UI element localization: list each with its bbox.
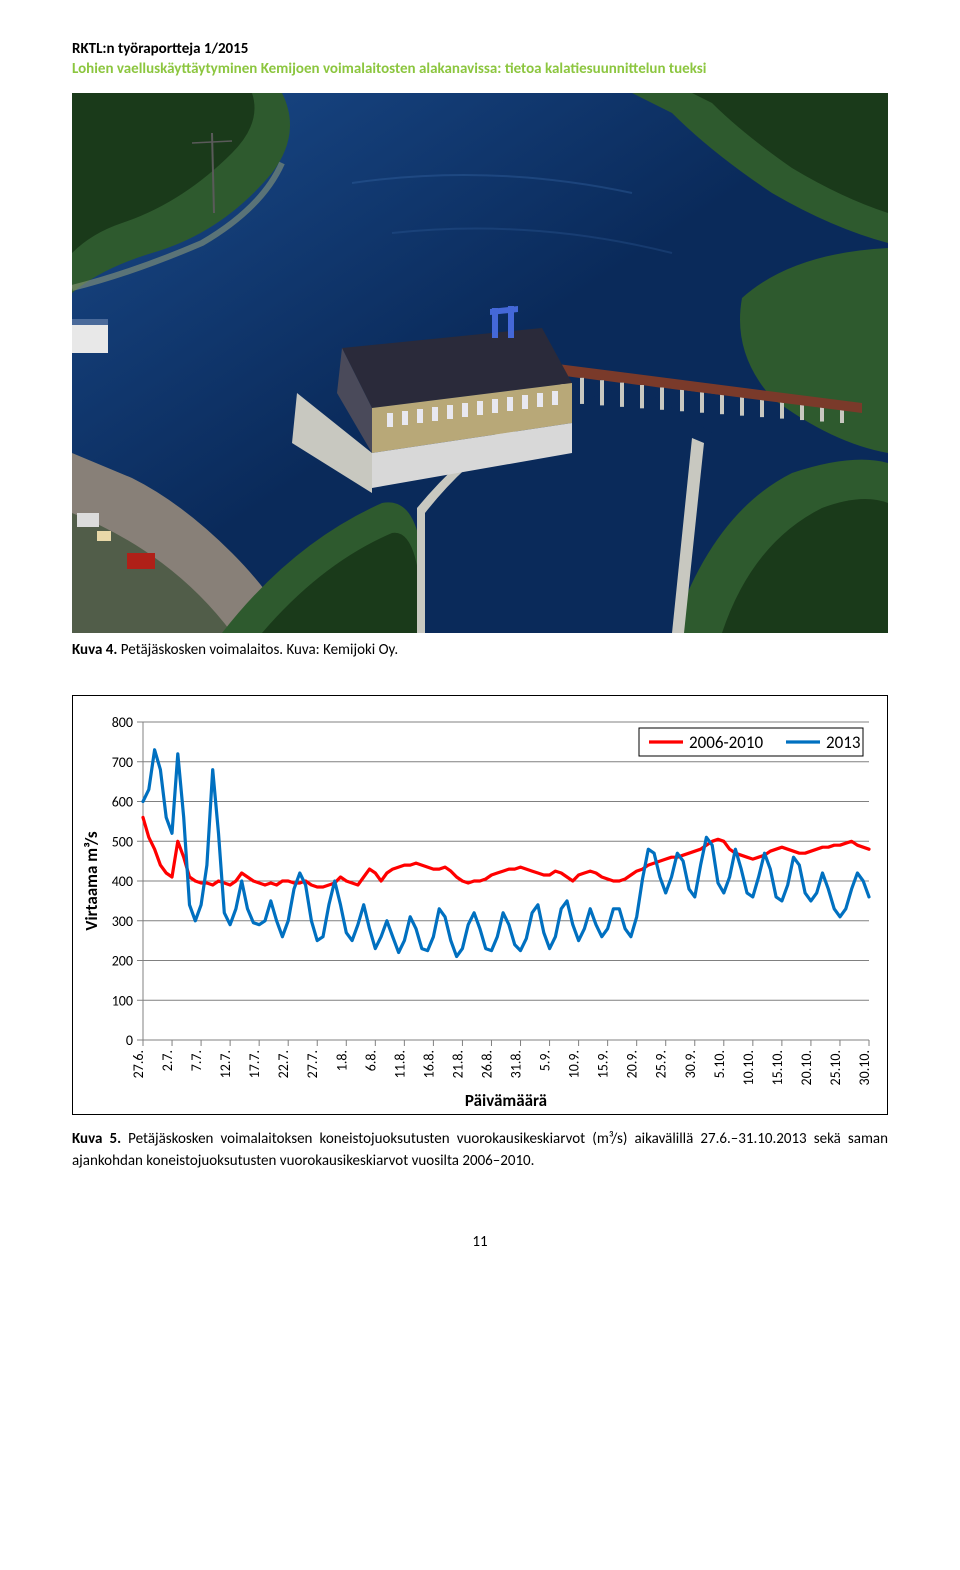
svg-text:20.10.: 20.10. <box>798 1050 815 1085</box>
svg-text:1.8.: 1.8. <box>333 1050 350 1071</box>
flow-chart-svg: 0 100 200 300 400 500 600 700 800 27.6. 2.7. 7.7. 12… <box>81 714 879 1112</box>
svg-text:300: 300 <box>112 913 133 930</box>
svg-text:22.7.: 22.7. <box>275 1050 292 1078</box>
aerial-photo-svg <box>72 93 888 633</box>
page-header: RKTL:n työraportteja 1/2015 Lohien vaell… <box>72 40 888 79</box>
svg-text:5.10.: 5.10. <box>711 1050 728 1078</box>
svg-text:Virtaama m³/s: Virtaama m³/s <box>81 831 102 930</box>
svg-text:15.10.: 15.10. <box>769 1050 786 1085</box>
figure-4-label: Kuva 4. <box>72 641 117 659</box>
svg-text:600: 600 <box>112 794 133 811</box>
svg-text:31.8.: 31.8. <box>508 1050 525 1078</box>
svg-text:2006-2010: 2006-2010 <box>689 732 764 753</box>
svg-text:17.7.: 17.7. <box>246 1050 263 1078</box>
svg-text:0: 0 <box>126 1032 133 1049</box>
svg-text:27.7.: 27.7. <box>304 1050 321 1078</box>
svg-text:800: 800 <box>112 714 133 731</box>
svg-text:11.8.: 11.8. <box>391 1050 408 1078</box>
svg-text:21.8.: 21.8. <box>449 1050 466 1078</box>
svg-text:12.7.: 12.7. <box>217 1050 234 1078</box>
svg-text:700: 700 <box>112 754 133 771</box>
figure-5-caption: Kuva 5. Petäjäskosken voimalaitoksen kon… <box>72 1129 888 1173</box>
svg-text:25.9.: 25.9. <box>653 1050 670 1078</box>
figure-5-text: Petäjäskosken voimalaitoksen koneistojuo… <box>72 1130 888 1170</box>
svg-text:25.10.: 25.10. <box>827 1050 844 1085</box>
svg-text:26.8.: 26.8. <box>478 1050 495 1078</box>
flow-chart-container: 0 100 200 300 400 500 600 700 800 27.6. 2.7. 7.7. 12… <box>72 695 888 1115</box>
figure-4-caption: Kuva 4. Petäjäskosken voimalaitos. Kuva:… <box>72 641 888 659</box>
page-number: 11 <box>72 1233 888 1251</box>
svg-text:Päivämäärä: Päivämäärä <box>465 1090 547 1111</box>
svg-text:2013: 2013 <box>826 732 860 753</box>
svg-text:500: 500 <box>112 833 133 850</box>
svg-text:200: 200 <box>112 953 133 970</box>
header-line-2: Lohien vaelluskäyttäytyminen Kemijoen vo… <box>72 60 888 80</box>
header-line-1: RKTL:n työraportteja 1/2015 <box>72 40 888 60</box>
svg-text:10.9.: 10.9. <box>566 1050 583 1078</box>
svg-text:7.7.: 7.7. <box>188 1050 205 1071</box>
aerial-photo <box>72 93 888 633</box>
svg-text:15.9.: 15.9. <box>595 1050 612 1078</box>
figure-4-text: Petäjäskosken voimalaitos. Kuva: Kemijok… <box>117 641 398 659</box>
figure-5-label: Kuva 5. <box>72 1130 121 1148</box>
svg-text:2.7.: 2.7. <box>159 1050 176 1071</box>
svg-text:30.10.: 30.10. <box>856 1050 873 1085</box>
svg-text:16.8.: 16.8. <box>420 1050 437 1078</box>
svg-text:20.9.: 20.9. <box>624 1050 641 1078</box>
flow-chart: 0 100 200 300 400 500 600 700 800 27.6. 2.7. 7.7. 12… <box>81 714 879 1112</box>
svg-text:100: 100 <box>112 992 133 1009</box>
svg-text:400: 400 <box>112 873 133 890</box>
svg-text:5.9.: 5.9. <box>537 1050 554 1071</box>
svg-text:6.8.: 6.8. <box>362 1050 379 1071</box>
svg-text:10.10.: 10.10. <box>740 1050 757 1085</box>
svg-text:30.9.: 30.9. <box>682 1050 699 1078</box>
svg-text:27.6.: 27.6. <box>130 1050 147 1078</box>
